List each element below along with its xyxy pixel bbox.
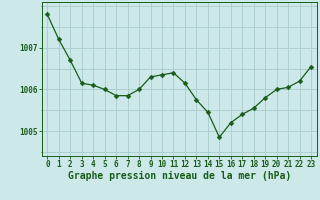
X-axis label: Graphe pression niveau de la mer (hPa): Graphe pression niveau de la mer (hPa) bbox=[68, 171, 291, 181]
